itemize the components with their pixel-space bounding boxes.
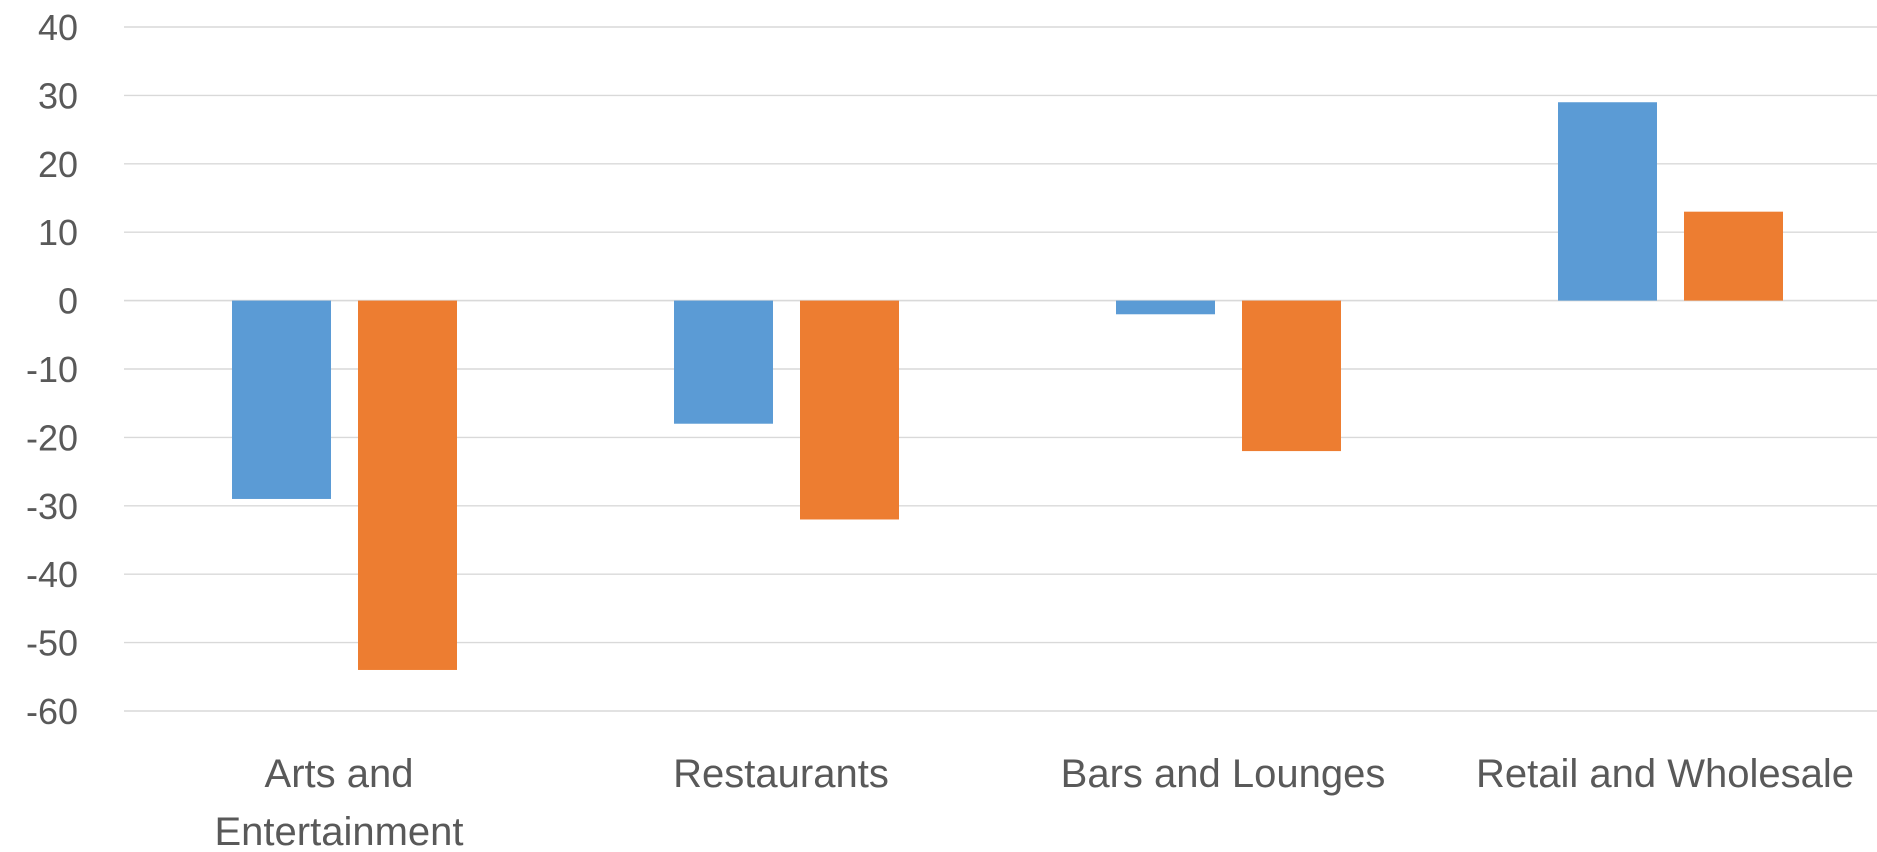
y-tick-label: -10 <box>26 349 78 390</box>
bar-series-2-cat-2 <box>800 300 899 520</box>
x-axis-category-labels: Arts and Entertainment Restaurants Bars and… <box>214 752 1854 852</box>
y-axis-tick-labels: 40 30 20 10 0 -10 -20 -30 -40 -50 -60 <box>26 7 78 732</box>
bar-series-1-cat-4 <box>1558 102 1657 301</box>
x-category-label: Retail and Wholesale <box>1476 752 1854 796</box>
bars <box>232 102 1783 670</box>
y-tick-label: 20 <box>38 144 78 185</box>
y-tick-label: 0 <box>58 281 78 322</box>
y-tick-label: 40 <box>38 7 78 48</box>
bar-series-2-cat-4 <box>1684 211 1783 301</box>
x-category-label: Arts and Entertainment <box>214 752 463 852</box>
bar-series-1-cat-1 <box>232 300 331 499</box>
y-tick-label: -60 <box>26 691 78 732</box>
x-category-label: Bars and Lounges <box>1061 752 1386 796</box>
y-tick-label: -30 <box>26 486 78 527</box>
bar-series-2-cat-3 <box>1242 300 1341 452</box>
y-tick-label: -40 <box>26 554 78 595</box>
y-tick-label: 10 <box>38 212 78 253</box>
bar-series-1-cat-2 <box>674 300 773 424</box>
y-tick-label: -50 <box>26 623 78 664</box>
y-tick-label: -20 <box>26 417 78 458</box>
y-tick-label: 30 <box>38 75 78 116</box>
bar-series-2-cat-1 <box>358 300 457 670</box>
x-category-label: Restaurants <box>673 752 889 796</box>
bar-series-1-cat-3 <box>1116 300 1215 315</box>
